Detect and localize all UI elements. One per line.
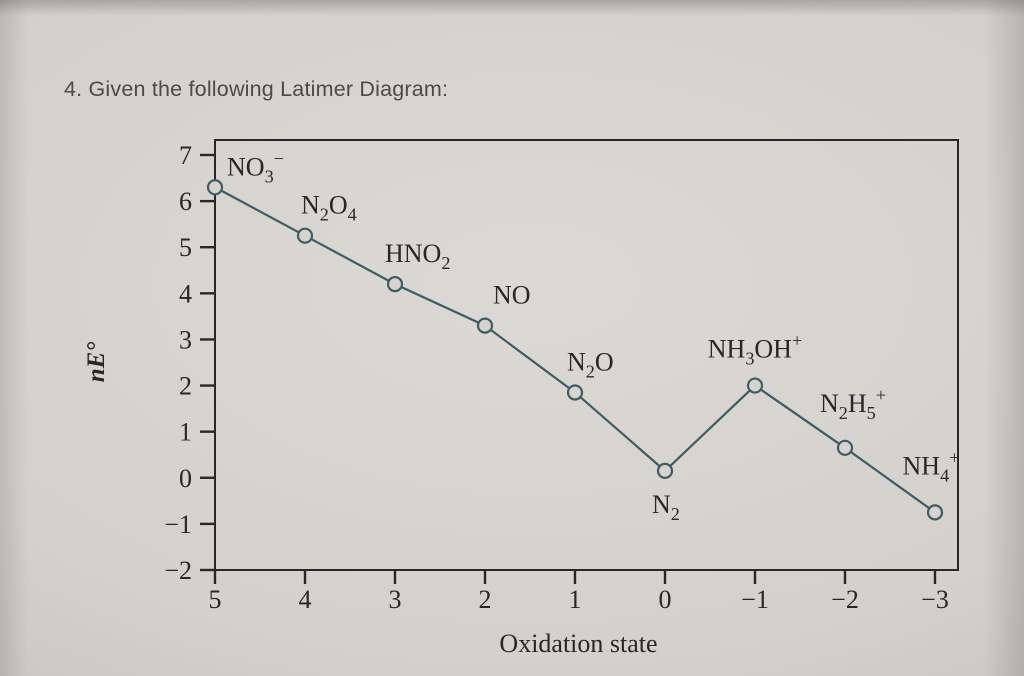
plot-border <box>214 139 959 571</box>
x-tick-label: −3 <box>921 585 949 614</box>
data-point-marker <box>296 227 314 244</box>
x-tick-label: −1 <box>741 585 769 614</box>
y-tick-label: 3 <box>179 325 192 354</box>
y-axis-label: nE° <box>83 342 110 383</box>
y-tick-label: 1 <box>179 418 192 447</box>
data-point-marker <box>386 276 404 293</box>
x-tick-label: 0 <box>659 585 672 614</box>
point-label: N2O4 <box>301 191 357 225</box>
x-axis-label: Oxidation state <box>499 629 657 658</box>
data-point-marker <box>476 317 494 334</box>
y-tick-label: −1 <box>164 510 192 539</box>
point-label: NH3OH+ <box>708 331 802 369</box>
data-point-marker <box>656 462 674 479</box>
data-point-marker <box>206 179 224 196</box>
x-tick-label: 4 <box>299 585 312 614</box>
point-label: N2 <box>652 490 680 524</box>
x-tick-label: 5 <box>209 585 222 614</box>
y-tick-label: 5 <box>179 233 192 262</box>
data-point-marker <box>836 439 854 456</box>
point-label: NH4+ <box>903 447 960 485</box>
data-point-marker <box>746 377 764 394</box>
x-tick-label: −2 <box>831 585 859 614</box>
y-tick-label: 2 <box>179 372 192 401</box>
question-text: 4. Given the following Latimer Diagram: <box>64 77 449 101</box>
data-point-marker <box>566 384 584 401</box>
y-tick-label: −2 <box>164 556 192 585</box>
y-tick-label: 4 <box>179 279 192 308</box>
point-label: NO3− <box>227 148 284 186</box>
y-tick-label: 7 <box>179 141 192 170</box>
y-tick-label: 0 <box>179 464 192 493</box>
x-tick-label: 1 <box>569 585 582 614</box>
point-label: NO <box>493 281 531 310</box>
point-label: N2H5+ <box>820 385 886 423</box>
x-tick-label: 2 <box>479 585 492 614</box>
point-label: HNO2 <box>385 239 450 273</box>
data-point-marker <box>926 504 944 521</box>
point-label: N2O <box>567 347 614 381</box>
x-tick-label: 3 <box>389 585 402 614</box>
y-tick-label: 6 <box>179 187 192 216</box>
